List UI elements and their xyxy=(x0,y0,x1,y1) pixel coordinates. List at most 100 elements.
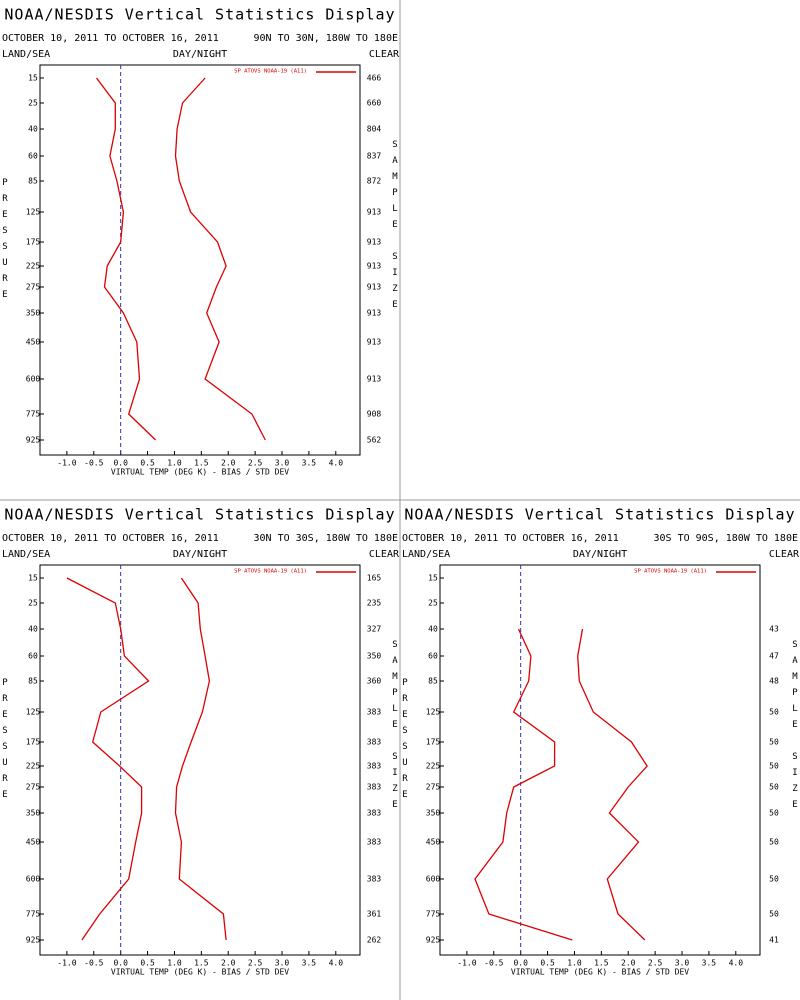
y-tick-label: 275 xyxy=(26,283,41,292)
sample-size-label: 327 xyxy=(367,625,382,634)
date-range: OCTOBER 10, 2011 TO OCTOBER 16, 2011 xyxy=(402,533,619,544)
x-tick-label: 2.0 xyxy=(221,959,236,968)
sample-size-label: 50 xyxy=(769,875,779,884)
y-tick-label: 125 xyxy=(426,708,441,717)
sample-size-label: 383 xyxy=(367,762,382,771)
bias-line xyxy=(66,577,150,941)
panel: NOAA/NESDIS Vertical Statistics Display O… xyxy=(0,6,400,477)
y-tick-label: 175 xyxy=(26,238,41,247)
y-tick-label: 175 xyxy=(26,738,41,747)
y-tick-label: 600 xyxy=(26,875,41,884)
day-night-header: DAY/NIGHT xyxy=(173,49,227,60)
y-tick-label: 40 xyxy=(28,625,38,634)
sample-size-label: 165 xyxy=(367,574,382,583)
x-axis-label: VIRTUAL TEMP (DEG K) - BIAS / STD DEV xyxy=(111,968,289,977)
legend-label: SP ATOVS NOAA-19 (A11) xyxy=(234,569,307,575)
region: 90N TO 30N, 180W TO 180E xyxy=(254,33,399,44)
plot-frame xyxy=(439,564,761,956)
y-tick-label: 85 xyxy=(428,677,438,686)
y-tick-label: 350 xyxy=(26,809,41,818)
day-night-header: DAY/NIGHT xyxy=(573,549,627,560)
x-tick-label: 3.5 xyxy=(302,959,317,968)
y-tick-label: 15 xyxy=(428,574,438,583)
sample-size-label: 50 xyxy=(769,738,779,747)
x-tick-label: 2.5 xyxy=(248,959,263,968)
x-tick-label: 1.0 xyxy=(567,959,582,968)
sample-size-label: 50 xyxy=(769,838,779,847)
sample-size-label: 41 xyxy=(769,936,779,945)
sample-size-label: 50 xyxy=(769,762,779,771)
x-tick-label: 1.0 xyxy=(167,459,182,468)
sample-size-label: 913 xyxy=(367,338,382,347)
date-range: OCTOBER 10, 2011 TO OCTOBER 16, 2011 xyxy=(2,533,219,544)
plot-frame xyxy=(39,564,361,956)
sample-size-label: 361 xyxy=(367,910,382,919)
clear-header: CLEAR xyxy=(769,549,800,560)
y-tick-label: 125 xyxy=(26,208,41,217)
sample-size-label: 47 xyxy=(769,652,779,661)
x-tick-label: 0.0 xyxy=(513,959,528,968)
sample-size-label: 262 xyxy=(367,936,382,945)
sample-size-label: 43 xyxy=(769,625,779,634)
y-tick-label: 225 xyxy=(426,762,441,771)
region: 30N TO 30S, 180W TO 180E xyxy=(254,533,399,544)
sample-size-label: 50 xyxy=(769,783,779,792)
y2-axis-label: SAMPLE SIZE xyxy=(390,640,400,816)
x-tick-label: 1.5 xyxy=(594,959,609,968)
sample-size-label: 913 xyxy=(367,262,382,271)
clear-header: CLEAR xyxy=(369,549,400,560)
sample-size-label: 872 xyxy=(367,177,382,186)
y-tick-label: 450 xyxy=(26,838,41,847)
y-tick-label: 925 xyxy=(26,436,41,445)
x-tick-label: 4.0 xyxy=(729,959,744,968)
land-sea-header: LAND/SEA xyxy=(402,549,450,560)
x-tick-label: 1.5 xyxy=(194,459,209,468)
y-tick-label: 350 xyxy=(26,309,41,318)
y-tick-label: 925 xyxy=(26,936,41,945)
y-tick-label: 40 xyxy=(428,625,438,634)
sample-size-label: 913 xyxy=(367,283,382,292)
sample-size-label: 383 xyxy=(367,783,382,792)
bias-line xyxy=(474,628,573,941)
x-tick-label: 0.5 xyxy=(540,959,555,968)
date-range: OCTOBER 10, 2011 TO OCTOBER 16, 2011 xyxy=(2,33,219,44)
sample-size-label: 50 xyxy=(769,910,779,919)
plot-frame xyxy=(39,64,361,456)
x-tick-label: -1.0 xyxy=(57,959,76,968)
x-tick-label: 4.0 xyxy=(329,959,344,968)
y-axis-label: PRESSURE xyxy=(400,678,410,806)
x-tick-label: 0.0 xyxy=(113,459,128,468)
y-tick-label: 225 xyxy=(26,262,41,271)
std-dev-line xyxy=(174,77,266,441)
sample-size-label: 383 xyxy=(367,838,382,847)
x-tick-label: -1.0 xyxy=(57,459,76,468)
y-tick-label: 15 xyxy=(28,74,38,83)
day-night-header: DAY/NIGHT xyxy=(173,549,227,560)
y-tick-label: 85 xyxy=(28,177,38,186)
y-tick-label: 25 xyxy=(28,599,38,608)
x-tick-label: 2.0 xyxy=(621,959,636,968)
y-tick-label: 450 xyxy=(26,338,41,347)
clear-header: CLEAR xyxy=(369,49,400,60)
y-tick-label: 60 xyxy=(28,652,38,661)
y-axis-label: PRESSURE xyxy=(0,178,10,306)
x-tick-label: -0.5 xyxy=(84,459,103,468)
x-tick-label: 0.5 xyxy=(140,959,155,968)
x-tick-label: 4.0 xyxy=(329,459,344,468)
y-tick-label: 275 xyxy=(26,783,41,792)
legend-label: SP ATOVS NOAA-19 (A11) xyxy=(234,69,307,75)
x-tick-label: 3.0 xyxy=(675,959,690,968)
y-tick-label: 775 xyxy=(26,410,41,419)
y-tick-label: 775 xyxy=(426,910,441,919)
y-tick-label: 60 xyxy=(28,152,38,161)
y-tick-label: 350 xyxy=(426,809,441,818)
sample-size-label: 837 xyxy=(367,152,382,161)
chart-title: NOAA/NESDIS Vertical Statistics Display xyxy=(4,6,395,24)
sample-size-label: 383 xyxy=(367,708,382,717)
x-tick-label: -0.5 xyxy=(84,959,103,968)
y-tick-label: 60 xyxy=(428,652,438,661)
sample-size-label: 913 xyxy=(367,208,382,217)
sample-size-label: 660 xyxy=(367,99,382,108)
std-dev-line xyxy=(577,628,648,941)
